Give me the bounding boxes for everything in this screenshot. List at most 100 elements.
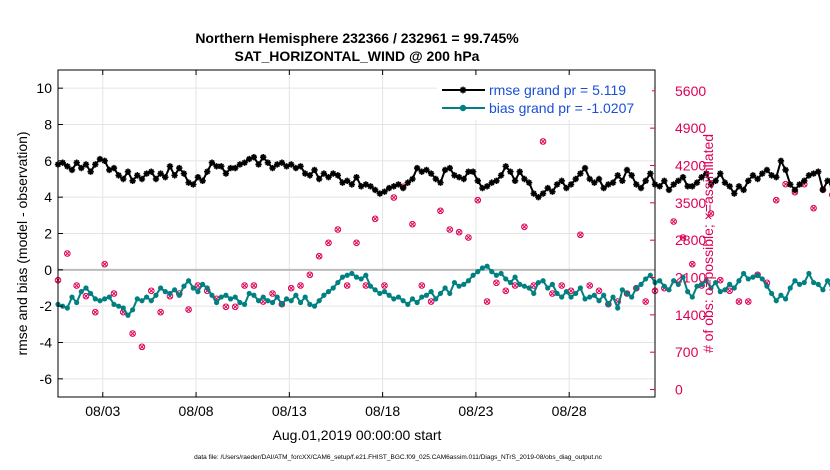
series-point-bias [699, 281, 705, 287]
series-point-rmse [749, 172, 757, 179]
obs-assimilated-marker [465, 234, 471, 241]
obs-possible-marker [735, 298, 743, 305]
series-point-rmse [311, 166, 318, 174]
obs-count-point [390, 194, 398, 201]
obs-count-point [418, 282, 426, 289]
obs-count-point [521, 223, 528, 231]
series-point-rmse [717, 170, 724, 177]
y2-tick-label: 1400 [675, 307, 706, 323]
series-point-rmse [726, 183, 733, 190]
obs-possible-marker [306, 271, 314, 279]
x-tick-label: 08/23 [458, 403, 493, 419]
series-point-bias [680, 274, 686, 280]
series-point-rmse [735, 183, 743, 190]
obs-possible-marker [185, 306, 192, 313]
series-point-bias [246, 290, 252, 297]
series-point-rmse [782, 166, 789, 174]
series-point-bias [568, 294, 574, 300]
x-tick-label: 08/18 [365, 403, 400, 419]
obs-count-point [735, 298, 743, 305]
obs-assimilated-marker [381, 282, 388, 289]
series-point-rmse [600, 184, 607, 192]
data-file-footer: data file: /Users/raeder/DAI/ATM_forcXX/… [194, 454, 603, 461]
obs-count-point [250, 282, 258, 289]
obs-possible-marker [558, 282, 566, 289]
series-point-rmse [269, 164, 276, 172]
series-point-bias [69, 294, 75, 300]
series-point-rmse [64, 163, 71, 170]
series-point-bias [172, 287, 178, 293]
series-point-bias [605, 301, 611, 307]
series-point-bias [442, 285, 448, 291]
obs-possible-marker [92, 308, 99, 316]
obs-possible-marker [642, 298, 649, 305]
series-point-bias [78, 289, 84, 295]
obs-count-point [810, 204, 817, 212]
obs-possible-marker [269, 290, 276, 297]
series-point-bias [778, 292, 784, 298]
obs-assimilated-marker [568, 288, 574, 294]
obs-assimilated-marker [689, 261, 695, 267]
obs-possible-marker [427, 298, 435, 305]
y-tick-label: -2 [40, 298, 53, 314]
series-point-rmse [553, 181, 561, 188]
obs-assimilated-marker [372, 216, 378, 222]
series-point-bias [745, 276, 751, 282]
series-point-bias [601, 292, 607, 298]
obs-count-point [716, 276, 724, 284]
series-point-bias [470, 272, 476, 278]
obs-possible-marker [455, 228, 463, 236]
series-point-rmse [204, 168, 211, 175]
obs-assimilated-marker [232, 304, 238, 310]
series-point-rmse [637, 184, 645, 192]
series-point-bias [269, 299, 276, 306]
obs-assimilated-marker [102, 261, 108, 267]
series-point-rmse [605, 181, 612, 188]
axis-ticks: 08/03 08/08 08/13 08/18 08/23 08/28 -6 -4 -2 0 2 4 6… [36, 70, 706, 419]
legend-entry: rmse grand pr = 5.119 [442, 82, 626, 98]
series-point-bias [675, 281, 681, 287]
obs-count-point [297, 282, 304, 289]
obs-assimilated-marker [83, 293, 89, 299]
series-point-bias [251, 292, 257, 298]
series-point-rmse [278, 159, 286, 166]
obs-assimilated-marker [773, 197, 779, 203]
series-point-rmse [190, 181, 197, 188]
series-point-rmse [306, 172, 314, 179]
series-point-rmse [455, 173, 463, 181]
obs-assimilated-marker [74, 282, 80, 289]
obs-possible-marker [110, 290, 118, 297]
obs-assimilated-marker [549, 290, 555, 297]
series-point-rmse [134, 172, 141, 179]
series-point-rmse [232, 164, 239, 172]
y-tick-label: -4 [40, 335, 53, 351]
obs-possible-marker [605, 300, 612, 308]
series-point-bias [456, 283, 462, 289]
obs-assimilated-marker [130, 330, 136, 337]
series-point-rmse [78, 164, 85, 172]
series-point-bias [97, 298, 103, 304]
obs-count-point [577, 231, 584, 239]
obs-possible-marker [707, 210, 715, 217]
series-point-rmse [362, 181, 370, 188]
obs-possible-marker [418, 282, 426, 289]
obs-assimilated-marker [316, 253, 322, 259]
obs-assimilated-marker [708, 210, 714, 217]
series-point-bias [158, 285, 164, 291]
series-rmse [54, 154, 830, 201]
obs-assimilated-marker [680, 234, 686, 241]
obs-possible-marker [493, 279, 500, 287]
series-point-bias [204, 285, 210, 291]
obs-count-point [455, 228, 463, 236]
y2-tick-label: 700 [675, 344, 699, 360]
series-point-rmse [647, 170, 654, 177]
series-point-rmse [469, 168, 477, 175]
obs-count-point [231, 303, 239, 311]
series-point-bias [325, 289, 332, 295]
y2-tick-label: 5600 [675, 83, 706, 99]
series-point-rmse [68, 166, 76, 174]
obs-assimilated-marker [447, 226, 453, 233]
obs-possible-marker [343, 282, 351, 289]
series-point-rmse [395, 181, 402, 188]
series-point-bias [344, 272, 350, 278]
